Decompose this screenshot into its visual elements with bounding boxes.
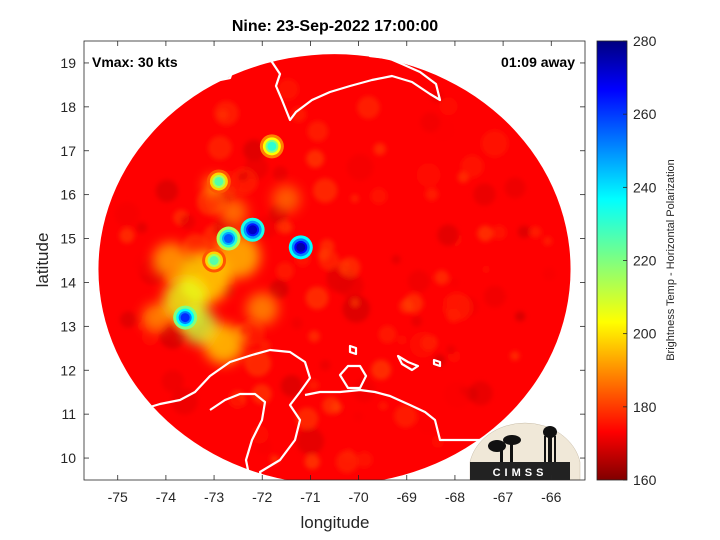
colorbar-tick-label: 160: [633, 472, 657, 488]
colorbar-tick-label: 280: [633, 33, 657, 49]
chart-title: Nine: 23-Sep-2022 17:00:00: [232, 18, 438, 35]
y-axis-ticks: 10 11 12 13 14 15 16 17 18 19: [60, 55, 585, 466]
x-tick-label: -66: [541, 489, 561, 505]
y-tick-label: 13: [60, 318, 76, 334]
x-tick-label: -72: [252, 489, 272, 505]
y-tick-label: 17: [60, 143, 76, 159]
x-tick-label: -69: [397, 489, 417, 505]
cold-feature-5: [206, 169, 231, 194]
colorbar-tick-label: 260: [633, 106, 657, 122]
y-tick-label: 18: [60, 99, 76, 115]
cimss-logo-text: CIMSS: [493, 467, 548, 479]
x-axis-label: longitude: [300, 513, 369, 532]
colorbar-tick-label: 240: [633, 179, 657, 195]
cold-feature-6: [259, 134, 284, 159]
time-away-annotation: 01:09 away: [501, 54, 575, 70]
cimss-logo: CIMSS: [469, 422, 581, 481]
x-tick-label: -74: [156, 489, 176, 505]
colorbar-tick-label: 180: [633, 399, 657, 415]
brightness-temperature-swath: [98, 54, 571, 480]
x-tick-label: -73: [204, 489, 224, 505]
colorbar-ticks: 160 180 200 220 240 260 280: [623, 33, 657, 488]
x-tick-label: -70: [348, 489, 368, 505]
cold-feature-2: [216, 226, 241, 251]
colorbar: [597, 41, 627, 480]
colorbar-tick-label: 200: [633, 326, 657, 342]
y-tick-label: 15: [60, 231, 76, 247]
cold-feature-0: [288, 235, 313, 260]
plot-axes-frame: [83, 40, 586, 481]
map-plot-area: [84, 41, 585, 480]
y-tick-label: 14: [60, 274, 76, 290]
cold-feature-1: [240, 217, 265, 242]
y-tick-label: 19: [60, 55, 76, 71]
y-tick-label: 10: [60, 450, 76, 466]
x-axis-ticks: -75 -74 -73 -72 -71 -70 -69 -68 -67 -66: [108, 41, 562, 505]
x-tick-label: -68: [445, 489, 465, 505]
vmax-annotation: Vmax: 30 kts: [92, 54, 178, 70]
y-tick-label: 11: [61, 406, 76, 422]
x-tick-label: -75: [108, 489, 128, 505]
cold-feature-3: [173, 305, 198, 330]
colorbar-label: Brightness Temp - Horizontal Polarizatio…: [665, 159, 677, 361]
x-tick-label: -71: [300, 489, 320, 505]
x-tick-label: -67: [493, 489, 513, 505]
cold-feature-4: [202, 248, 227, 273]
y-axis-label: latitude: [33, 233, 52, 288]
colorbar-tick-label: 220: [633, 253, 657, 269]
y-tick-label: 12: [60, 362, 76, 378]
y-tick-label: 16: [60, 187, 76, 203]
cold-convection-features: [173, 134, 313, 330]
